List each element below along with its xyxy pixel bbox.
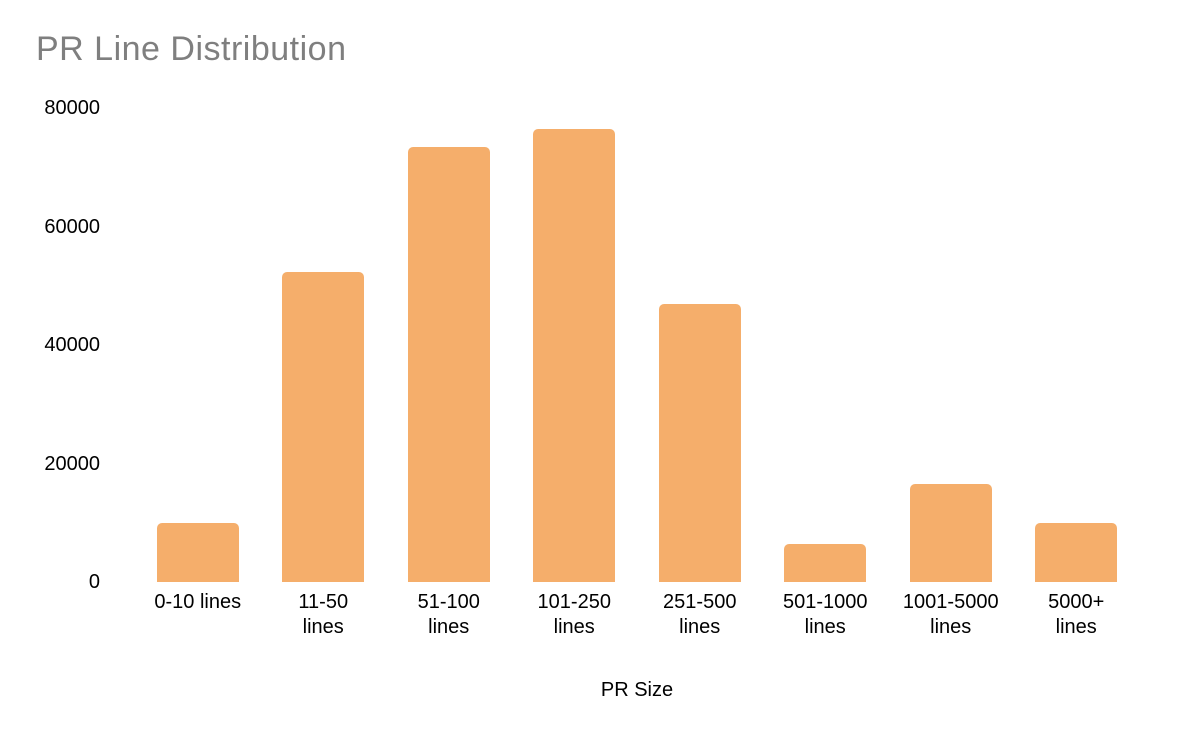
bar-band: [512, 108, 638, 582]
bar-band: [1014, 108, 1140, 582]
x-axis-title: PR Size: [600, 679, 674, 701]
bar-band: [261, 108, 387, 582]
x-tick-label: 251-500 lines: [663, 591, 737, 638]
x-tick-label: 0-10 lines: [154, 591, 242, 613]
bar-band: [135, 108, 261, 582]
bar-1001-5000-lines: [909, 484, 992, 582]
bar-11-50-lines: [282, 272, 365, 582]
bar-band: [888, 108, 1014, 582]
x-tick-label: 1001-5000 lines: [902, 591, 999, 638]
y-tick-label: 20000: [44, 452, 100, 475]
bar-251-500-lines: [658, 303, 741, 582]
bar-band: [763, 108, 889, 582]
y-tick-label: 60000: [44, 215, 100, 238]
bar-501-1000-lines: [784, 544, 867, 582]
bar-5000+-lines: [1035, 522, 1118, 582]
x-tick-label: 5000+ lines: [1048, 591, 1105, 638]
x-tick-label: 51-100 lines: [417, 591, 480, 638]
x-axis-labels: 0-10 lines 11-50 lines 51-100 lines 101-250 li…: [135, 590, 1139, 640]
y-tick-label: 80000: [44, 97, 100, 119]
y-tick-label: 0: [88, 571, 100, 593]
bar-0-10-lines: [156, 523, 239, 582]
x-tick-label: 101-250 lines: [537, 591, 611, 638]
x-tick-label: 11-50 lines: [298, 591, 349, 638]
y-tick-label: 40000: [44, 334, 100, 356]
bar-band: [637, 108, 763, 582]
y-axis: 0 20000 40000 60000 80000: [20, 98, 100, 592]
chart-title: PR Line Distribution: [36, 30, 347, 68]
plot-area: [135, 108, 1139, 582]
x-tick-label: 501-1000 lines: [782, 591, 868, 638]
bar-51-100-lines: [407, 146, 490, 582]
bar-band: [386, 108, 512, 582]
bar-101-250-lines: [533, 128, 616, 582]
